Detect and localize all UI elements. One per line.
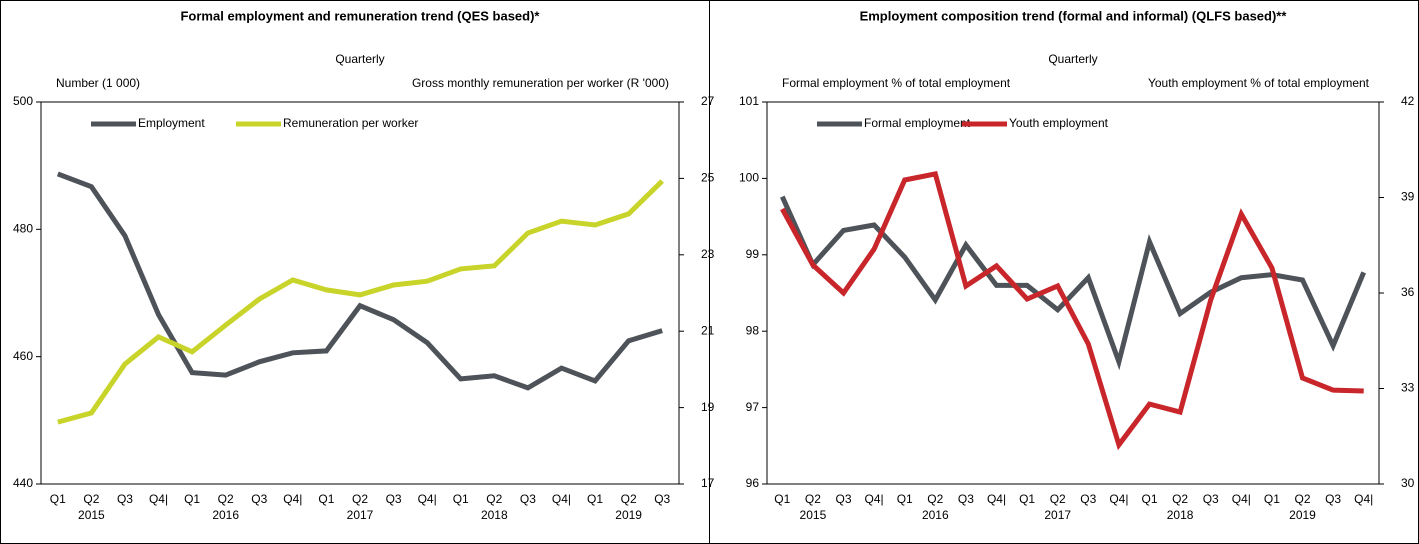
y2-tick-label: 19 [701, 400, 715, 414]
x-group-label: 2019 [615, 508, 642, 522]
x-tick-label: Q4| [418, 492, 437, 506]
y-tick-label: 480 [13, 222, 33, 236]
y-tick-label: 101 [739, 94, 759, 108]
x-tick-label: Q1 [318, 492, 334, 506]
x-group-label: 2018 [1167, 508, 1194, 522]
x-tick-label: Q1 [453, 492, 469, 506]
x-tick-label: Q2 [486, 492, 502, 506]
series-line [56, 171, 663, 391]
y-tick-label: 96 [746, 476, 760, 490]
x-group-label: 2019 [1289, 508, 1316, 522]
chart-subtitle: Quarterly [335, 52, 384, 66]
x-tick-label: Q3 [520, 492, 536, 506]
x-tick-label: Q4| [987, 492, 1006, 506]
x-tick-label: Q1 [774, 492, 790, 506]
chart-title: Employment composition trend (formal and… [860, 8, 1288, 23]
x-tick-label: Q3 [117, 492, 133, 506]
x-tick-label: Q3 [654, 492, 670, 506]
y2-tick-label: 23 [701, 247, 715, 261]
x-tick-label: Q2 [83, 492, 99, 506]
plot-area [40, 101, 680, 485]
x-group-label: 2017 [1044, 508, 1071, 522]
legend-label: Youth employment [1009, 116, 1109, 130]
x-tick-label: Q1 [50, 492, 66, 506]
x-tick-label: Q1 [1141, 492, 1157, 506]
x-tick-label: Q1 [587, 492, 603, 506]
y2-tick-label: 36 [1401, 285, 1415, 299]
x-group-label: 2016 [212, 508, 239, 522]
x-tick-label: Q2 [1172, 492, 1188, 506]
x-tick-label: Q2 [352, 492, 368, 506]
x-tick-label: Q1 [1019, 492, 1035, 506]
y-tick-label: 97 [746, 400, 760, 414]
y2-tick-label: 27 [701, 94, 715, 108]
y2-tick-label: 30 [1401, 476, 1415, 490]
y-tick-label: 440 [13, 476, 33, 490]
x-tick-label: Q3 [251, 492, 267, 506]
x-tick-label: Q1 [1264, 492, 1280, 506]
y2-tick-label: 25 [701, 171, 715, 185]
x-group-label: 2017 [347, 508, 374, 522]
x-tick-label: Q3 [835, 492, 851, 506]
x-tick-label: Q3 [958, 492, 974, 506]
y2-tick-label: 42 [1401, 94, 1415, 108]
x-group-label: 2016 [922, 508, 949, 522]
x-tick-label: Q3 [1203, 492, 1219, 506]
x-tick-label: Q4| [1109, 492, 1128, 506]
x-group-label: 2018 [481, 508, 508, 522]
y2-axis-title: Youth employment % of total employment [1148, 76, 1370, 90]
x-tick-label: Q1 [897, 492, 913, 506]
x-tick-label: Q2 [218, 492, 234, 506]
x-group-label: 2015 [800, 508, 827, 522]
y-tick-label: 99 [746, 247, 760, 261]
x-tick-label: Q2 [621, 492, 637, 506]
series-line [57, 179, 664, 425]
legend-label: Employment [138, 116, 205, 130]
x-tick-label: Q2 [1294, 492, 1310, 506]
y2-tick-label: 39 [1401, 190, 1415, 204]
x-tick-label: Q4| [149, 492, 168, 506]
x-tick-label: Q2 [1050, 492, 1066, 506]
x-tick-label: Q3 [1325, 492, 1341, 506]
y2-axis-title: Gross monthly remuneration per worker (R… [412, 76, 669, 90]
legend-label: Remuneration per worker [283, 116, 418, 130]
x-tick-label: Q1 [184, 492, 200, 506]
y2-tick-label: 17 [701, 476, 715, 490]
x-tick-label: Q3 [386, 492, 402, 506]
legend-label: Formal employment [864, 116, 971, 130]
x-tick-label: Q4| [283, 492, 302, 506]
series-line [780, 195, 1367, 371]
x-tick-label: Q2 [805, 492, 821, 506]
y-axis-title: Number (1 000) [56, 76, 140, 90]
y-tick-label: 100 [739, 171, 759, 185]
x-tick-label: Q4| [865, 492, 884, 506]
x-group-label: 2015 [78, 508, 105, 522]
chart-title: Formal employment and remuneration trend… [180, 8, 540, 23]
y2-tick-label: 33 [1401, 381, 1415, 395]
y2-tick-label: 21 [701, 323, 715, 337]
chart-subtitle: Quarterly [1048, 52, 1097, 66]
y-tick-label: 460 [13, 349, 33, 363]
x-tick-label: Q2 [927, 492, 943, 506]
series-line [780, 170, 1364, 451]
x-tick-label: Q4| [1232, 492, 1251, 506]
y-tick-label: 98 [746, 323, 760, 337]
y-axis-title: Formal employment % of total employment [782, 76, 1011, 90]
y-tick-label: 500 [13, 94, 33, 108]
x-tick-label: Q4| [552, 492, 571, 506]
x-tick-label: Q4| [1354, 492, 1373, 506]
x-tick-label: Q3 [1080, 492, 1096, 506]
